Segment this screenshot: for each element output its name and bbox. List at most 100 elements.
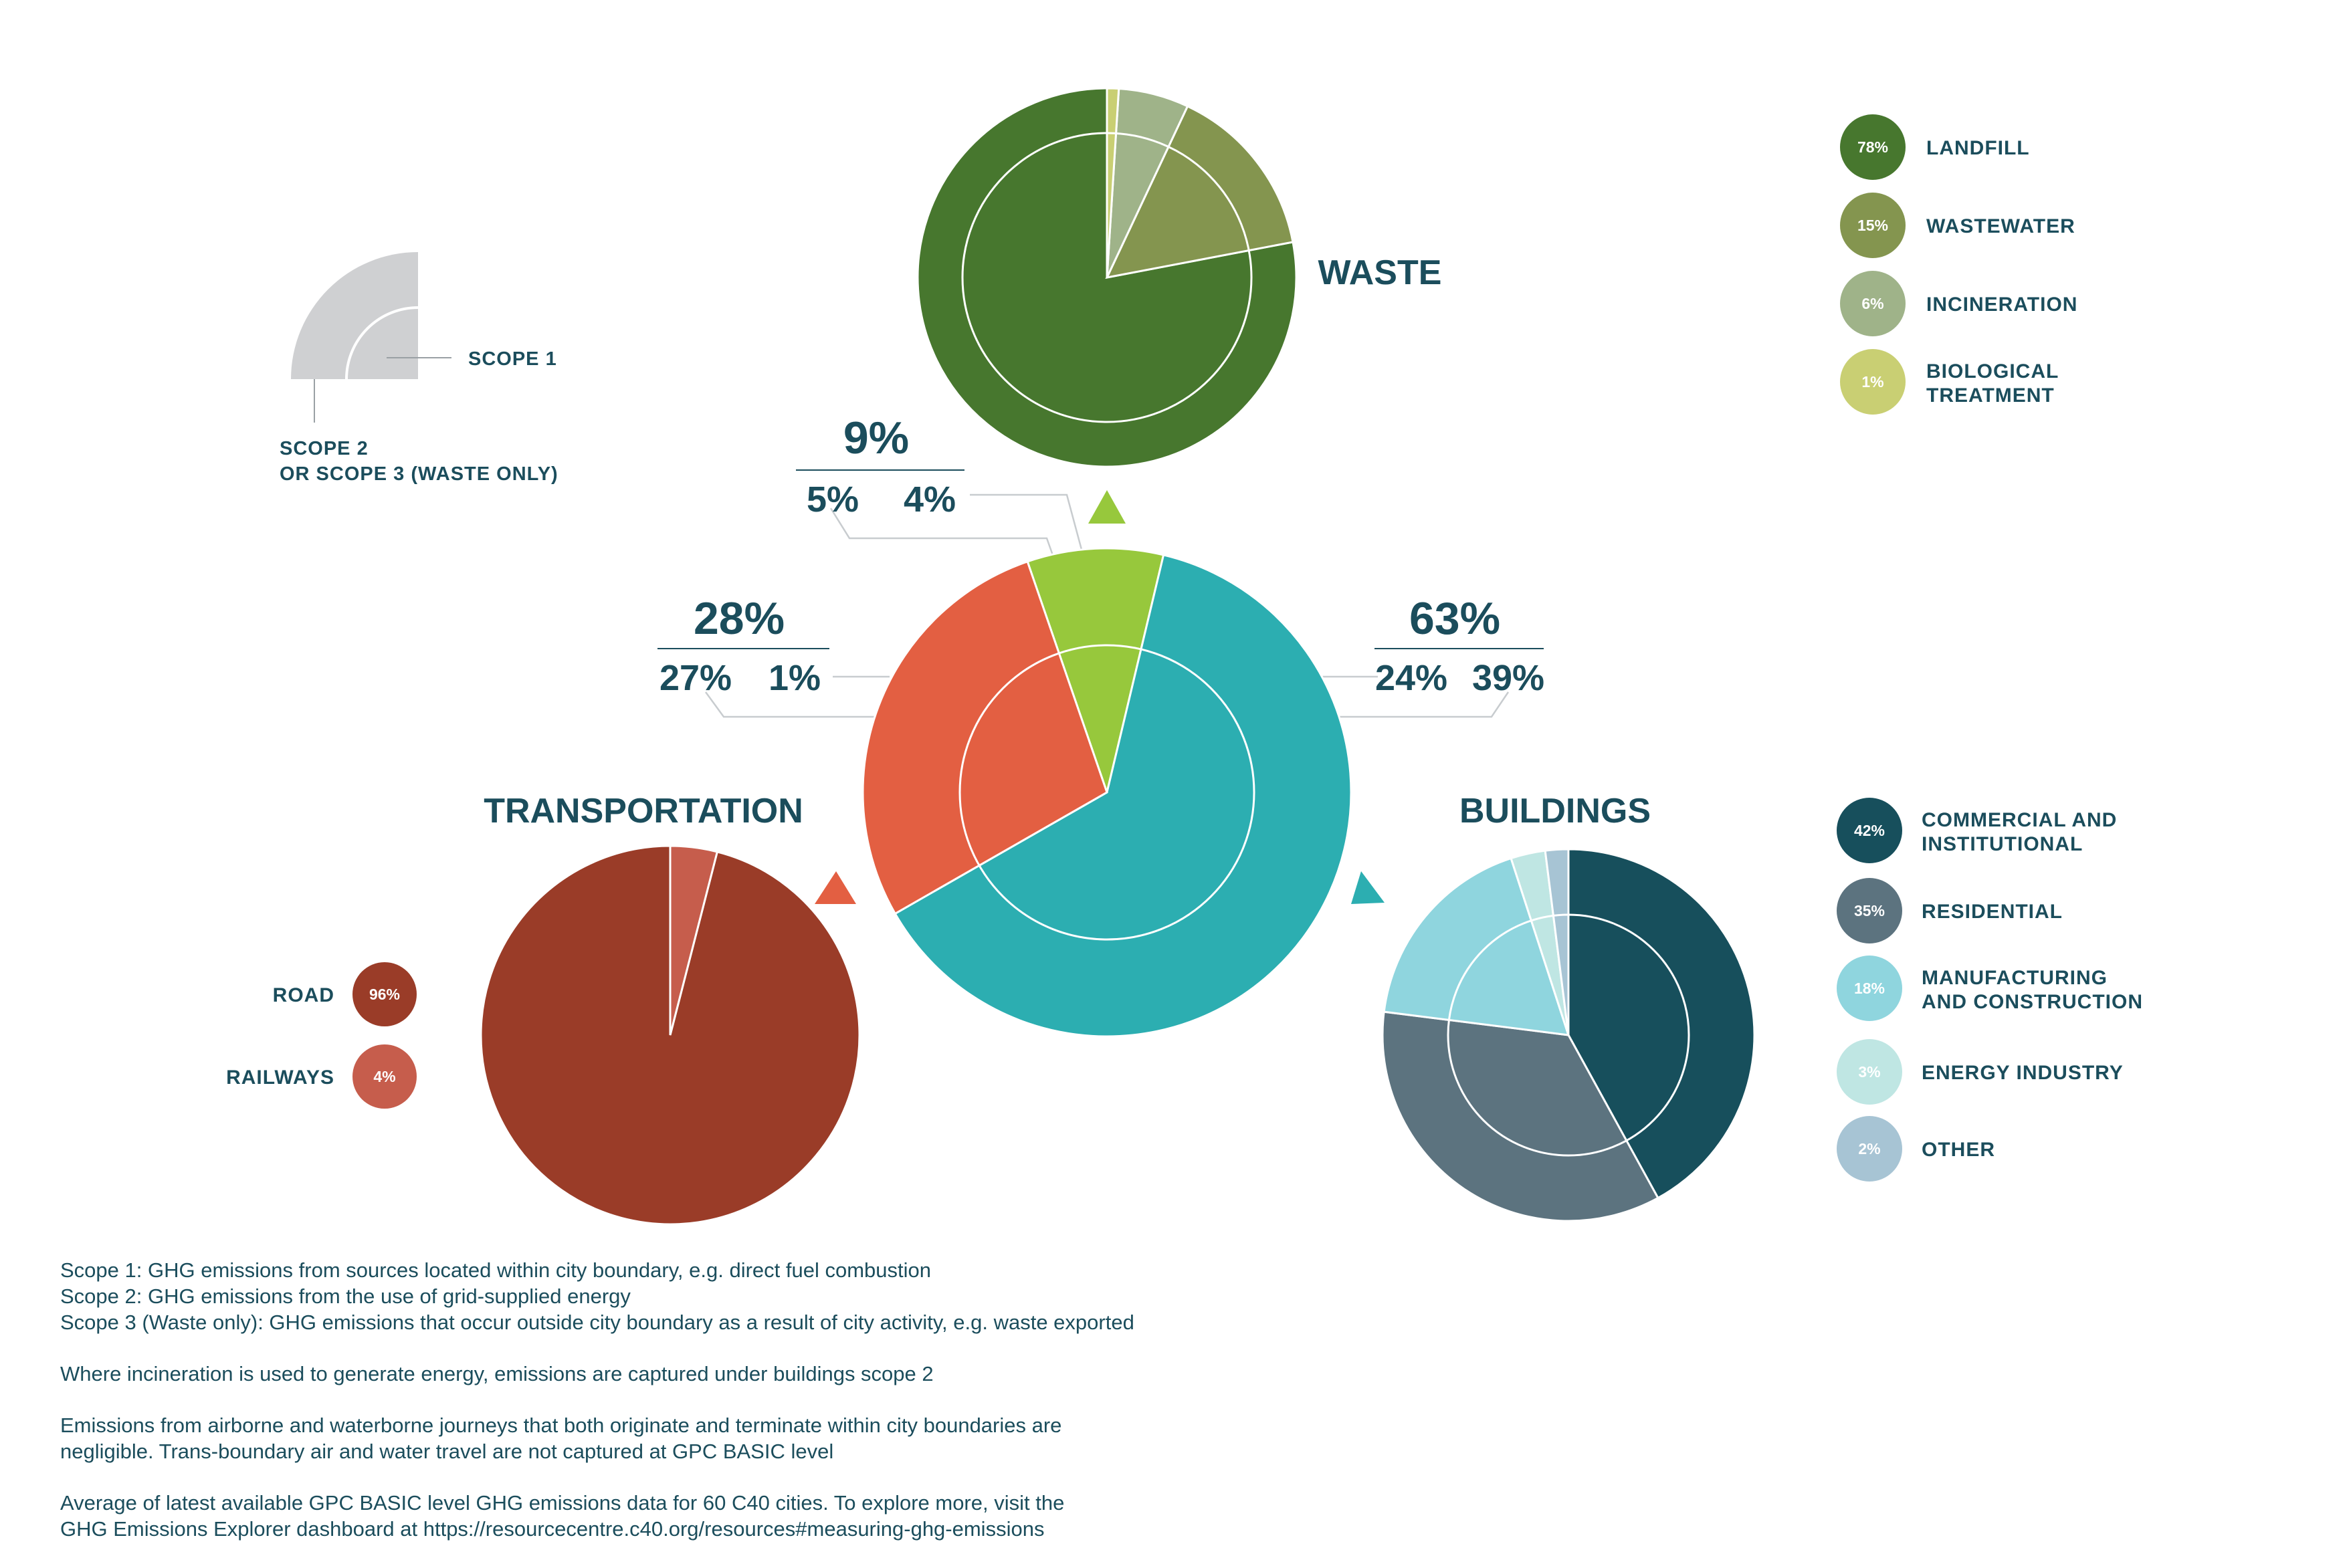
scope-key-inner-arc bbox=[345, 306, 419, 380]
footnote-line: Average of latest available GPC BASIC le… bbox=[60, 1491, 1065, 1515]
buildings-legend-item: 3% ENERGY INDUSTRY bbox=[1837, 1039, 2124, 1105]
buildings-slice-commercial-and-institutional bbox=[1567, 848, 1756, 1200]
buildings-legend-item: 2% OTHER bbox=[1837, 1116, 1995, 1182]
buildings-scope2-pct: 39% bbox=[1472, 658, 1544, 698]
waste-legend-item: 15% WASTEWATER bbox=[1840, 193, 2075, 258]
waste-legend-pct: 15% bbox=[1857, 217, 1888, 234]
buildings-legend-label: COMMERCIAL AND bbox=[1922, 809, 2117, 831]
buildings-legend-swatch bbox=[1837, 1116, 1902, 1182]
waste-legend-label: TREATMENT bbox=[1926, 384, 2055, 407]
transportation-legend-item: 4% RAILWAYS bbox=[226, 1044, 417, 1109]
transportation-legend-pct: 96% bbox=[369, 986, 400, 1003]
leader-buildings-scope2 bbox=[1283, 691, 1510, 718]
scope-key-outer bbox=[291, 252, 418, 379]
buildings-legend-label: OTHER bbox=[1922, 1139, 1995, 1161]
buildings-legend-label: AND CONSTRUCTION bbox=[1922, 991, 2143, 1013]
buildings-legend-label: MANUFACTURING bbox=[1922, 967, 2108, 989]
waste-total-pct: 9% bbox=[843, 413, 909, 463]
leader-transport-scope1 bbox=[704, 691, 920, 718]
footnote-line bbox=[60, 1335, 1665, 1361]
buildings-legend-pct: 42% bbox=[1854, 822, 1885, 839]
buildings-legend-swatch bbox=[1837, 1039, 1902, 1105]
footnote-line: Emissions from airborne and waterborne j… bbox=[60, 1414, 1062, 1437]
waste-legend-item: 6% INCINERATION bbox=[1840, 271, 2077, 336]
buildings-slice-other bbox=[1544, 848, 1570, 1036]
waste-legend-label: BIOLOGICAL bbox=[1926, 360, 2059, 382]
footnotes: Scope 1: GHG emissions from sources loca… bbox=[60, 1257, 1665, 1542]
footnote-line: negligible. Trans-boundary air and water… bbox=[60, 1440, 834, 1463]
waste-legend-label: WASTEWATER bbox=[1926, 215, 2075, 237]
buildings-share-label: 63% 24% 39% bbox=[1374, 593, 1544, 698]
buildings-scope-ring bbox=[1447, 913, 1690, 1157]
waste-legend-pct: 6% bbox=[1861, 295, 1883, 312]
scope1-label: SCOPE 1 bbox=[468, 348, 557, 370]
legends: 78% LANDFILL 15% WASTEWATER 6% INCINERATION 1%… bbox=[226, 114, 2143, 1182]
buildings-pie bbox=[1381, 848, 1756, 1222]
transportation-title: TRANSPORTATION bbox=[484, 792, 803, 830]
transportation-legend-item: 96% ROAD bbox=[273, 962, 417, 1026]
buildings-legend-pct: 18% bbox=[1854, 980, 1885, 997]
buildings-legend-swatch bbox=[1837, 798, 1902, 863]
waste-legend-swatch bbox=[1840, 114, 1906, 180]
buildings-legend-pct: 2% bbox=[1858, 1140, 1880, 1157]
transportation-legend-label: ROAD bbox=[273, 984, 334, 1006]
waste-legend-label: LANDFILL bbox=[1926, 137, 2030, 159]
overall-pie bbox=[861, 547, 1352, 1038]
footnote-line: GHG Emissions Explorer dashboard at http… bbox=[60, 1517, 1045, 1541]
transportation-total-pct: 28% bbox=[694, 593, 785, 644]
transportation-scope2-pct: 1% bbox=[769, 658, 821, 698]
transportation-pie bbox=[480, 845, 861, 1226]
waste-slice-biological-treatment bbox=[1106, 87, 1120, 278]
buildings-legend-label: RESIDENTIAL bbox=[1922, 901, 2063, 923]
waste-scope1-pct: 5% bbox=[807, 479, 859, 520]
waste-legend-label: INCINERATION bbox=[1926, 294, 2077, 316]
overall-slice-buildings bbox=[894, 554, 1352, 1038]
waste-title: WASTE bbox=[1318, 253, 1442, 292]
footnote-line: Scope 1: GHG emissions from sources loca… bbox=[60, 1258, 932, 1282]
buildings-legend-swatch bbox=[1837, 878, 1902, 943]
footnote-line bbox=[60, 1464, 1665, 1490]
waste-legend-swatch bbox=[1840, 349, 1906, 415]
waste-legend-swatch bbox=[1840, 271, 1906, 336]
scope-key: SCOPE 1 SCOPE 2 OR SCOPE 3 (WASTE ONLY) bbox=[280, 252, 558, 485]
transportation-scope1-pct: 27% bbox=[659, 658, 732, 698]
transportation-legend-label: RAILWAYS bbox=[226, 1067, 334, 1089]
waste-pie bbox=[916, 87, 1298, 468]
buildings-legend-item: 35% RESIDENTIAL bbox=[1837, 878, 2063, 943]
waste-scope2-pct: 4% bbox=[904, 479, 956, 520]
footnote-line: Scope 3 (Waste only): GHG emissions that… bbox=[60, 1311, 1134, 1334]
waste-share-label: 9% 5% 4% bbox=[796, 413, 964, 520]
buildings-legend-pct: 3% bbox=[1858, 1063, 1880, 1081]
footnote-line bbox=[60, 1387, 1665, 1412]
buildings-legend-pct: 35% bbox=[1854, 902, 1885, 919]
waste-slice-wastewater bbox=[1105, 104, 1294, 279]
waste-legend-swatch bbox=[1840, 193, 1906, 258]
transportation-legend-swatch bbox=[352, 962, 417, 1026]
waste-slice-landfill bbox=[916, 87, 1298, 468]
waste-legend-pct: 1% bbox=[1861, 373, 1883, 390]
buildings-legend-label: INSTITUTIONAL bbox=[1922, 833, 2083, 855]
buildings-pointer-triangle bbox=[1351, 871, 1385, 904]
buildings-scope1-pct: 24% bbox=[1375, 658, 1447, 698]
buildings-total-pct: 63% bbox=[1409, 593, 1500, 644]
overall-slice-waste bbox=[1026, 547, 1165, 796]
transportation-pointer-triangle bbox=[815, 871, 856, 904]
overall-slice-transportation bbox=[861, 560, 1108, 915]
scope2-label-line2: OR SCOPE 3 (WASTE ONLY) bbox=[280, 463, 558, 485]
buildings-slice-manufacturing-and-construction bbox=[1383, 857, 1570, 1036]
waste-scope-ring bbox=[961, 132, 1253, 423]
buildings-legend-swatch bbox=[1837, 956, 1902, 1021]
transportation-legend-pct: 4% bbox=[373, 1068, 395, 1085]
transportation-legend-swatch bbox=[352, 1044, 417, 1109]
buildings-legend-label: ENERGY INDUSTRY bbox=[1922, 1062, 2124, 1084]
overall-scope-ring bbox=[958, 644, 1255, 941]
transportation-share-label: 28% 27% 1% bbox=[657, 593, 829, 698]
scope2-label-line1: SCOPE 2 bbox=[280, 438, 369, 459]
footnote-line: Scope 2: GHG emissions from the use of g… bbox=[60, 1284, 631, 1308]
waste-legend-item: 78% LANDFILL bbox=[1840, 114, 2030, 180]
waste-legend-pct: 78% bbox=[1857, 138, 1888, 156]
footnote-line: Where incineration is used to generate e… bbox=[60, 1362, 934, 1385]
